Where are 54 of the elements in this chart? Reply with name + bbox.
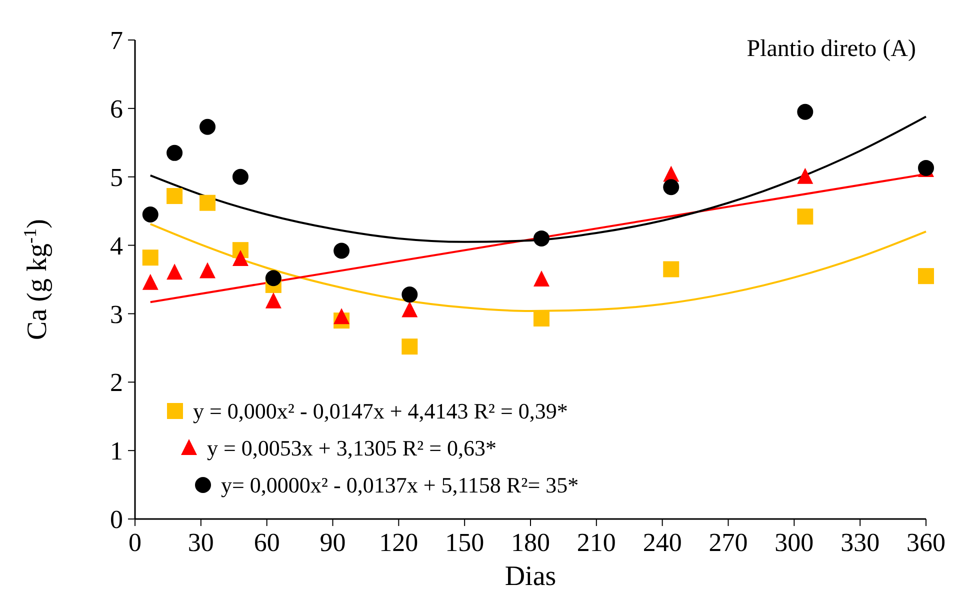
y-tick-label: 5 [110, 162, 123, 192]
x-tick-label: 30 [188, 528, 214, 557]
point [663, 261, 680, 278]
x-tick-label: 90 [320, 528, 346, 557]
point [533, 270, 550, 286]
point [142, 206, 158, 222]
x-tick-label: 150 [445, 528, 484, 557]
point [232, 250, 248, 266]
y-tick-label: 6 [110, 94, 123, 124]
line-series [149, 116, 927, 243]
point [142, 274, 158, 290]
point [797, 168, 814, 184]
legend-label: y= 0,0000x² - 0,0137x + 5,1158 R²= 35* [221, 472, 579, 498]
x-tick-label: 120 [379, 528, 418, 557]
y-tick-label: 1 [110, 436, 123, 466]
point [797, 104, 814, 120]
point [265, 292, 282, 308]
chart-title: Plantio direto (A) [746, 36, 916, 62]
point [334, 308, 350, 324]
point [402, 286, 418, 303]
point [402, 338, 418, 355]
x-axis-title: Dias [504, 561, 556, 592]
x-tick-label: 240 [642, 528, 682, 557]
legend-label: y = 0,000x² - 0,0147x + 4,4143 R² = 0,39* [193, 398, 568, 424]
y-tick-label: 4 [110, 231, 123, 260]
x-tick-label: 270 [708, 528, 748, 557]
x-tick-label: 180 [511, 528, 550, 557]
y-tick-label: 3 [110, 300, 123, 329]
y-tick-label: 2 [110, 368, 123, 398]
x-tick-label: 60 [254, 528, 280, 557]
point [918, 268, 934, 284]
x-tick-label: 330 [840, 528, 880, 557]
point [533, 230, 550, 246]
x-tick-label: 0 [128, 528, 142, 557]
y-tick-label: 0 [110, 505, 123, 534]
x-tick-label: 300 [774, 528, 814, 557]
point [402, 301, 418, 318]
point [166, 188, 183, 204]
point [797, 208, 814, 225]
legend-label: y = 0,0053x + 3,1305 R² = 0,63* [207, 436, 496, 461]
point [166, 144, 183, 161]
point [334, 242, 350, 259]
point [200, 262, 216, 278]
x-tick-label: 210 [576, 528, 616, 557]
point [232, 168, 248, 185]
x-tick-label: 360 [906, 528, 946, 557]
y-tick-label: 7 [110, 26, 123, 56]
point [142, 250, 158, 266]
point [200, 194, 216, 211]
point [166, 264, 183, 280]
point [663, 179, 680, 196]
point [200, 118, 216, 135]
point [533, 310, 550, 327]
point [265, 270, 282, 286]
